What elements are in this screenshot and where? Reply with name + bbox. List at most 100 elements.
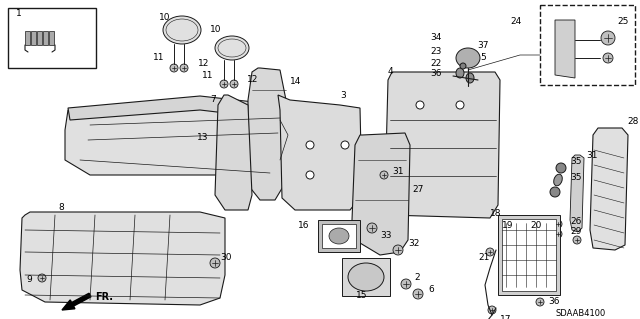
Text: 20: 20 xyxy=(530,221,541,231)
Bar xyxy=(540,5,635,85)
Polygon shape xyxy=(65,98,295,175)
Text: 19: 19 xyxy=(502,221,513,231)
Ellipse shape xyxy=(380,171,388,179)
Polygon shape xyxy=(278,95,362,210)
Ellipse shape xyxy=(306,141,314,149)
Text: 21: 21 xyxy=(478,254,490,263)
Ellipse shape xyxy=(393,245,403,255)
Text: 37: 37 xyxy=(477,41,488,49)
Ellipse shape xyxy=(554,174,563,186)
Text: 11: 11 xyxy=(153,54,164,63)
Text: FR.: FR. xyxy=(95,292,113,302)
Text: 35: 35 xyxy=(570,158,582,167)
Text: 10: 10 xyxy=(159,12,170,21)
Ellipse shape xyxy=(460,63,466,69)
Ellipse shape xyxy=(488,306,496,314)
Ellipse shape xyxy=(536,298,544,306)
Ellipse shape xyxy=(550,187,560,197)
Ellipse shape xyxy=(456,48,480,68)
Polygon shape xyxy=(49,31,54,45)
Text: 12: 12 xyxy=(198,58,209,68)
Text: 17: 17 xyxy=(500,315,511,319)
Text: 36: 36 xyxy=(430,70,442,78)
Ellipse shape xyxy=(341,141,349,149)
Text: 6: 6 xyxy=(428,286,434,294)
Text: 1: 1 xyxy=(16,10,22,19)
Bar xyxy=(318,220,360,252)
Ellipse shape xyxy=(554,230,562,238)
Text: 5: 5 xyxy=(480,54,486,63)
Text: 18: 18 xyxy=(490,209,502,218)
Text: 14: 14 xyxy=(290,78,301,86)
Polygon shape xyxy=(385,72,500,218)
Ellipse shape xyxy=(466,73,474,83)
Text: 3: 3 xyxy=(340,91,346,100)
Bar xyxy=(498,215,560,295)
Text: 2: 2 xyxy=(414,273,420,283)
Polygon shape xyxy=(590,128,628,250)
Text: 16: 16 xyxy=(298,220,310,229)
Ellipse shape xyxy=(603,53,613,63)
Ellipse shape xyxy=(456,68,464,78)
Ellipse shape xyxy=(210,258,220,268)
Text: 35: 35 xyxy=(570,173,582,182)
Ellipse shape xyxy=(306,171,314,179)
Bar xyxy=(342,258,390,296)
Ellipse shape xyxy=(230,80,238,88)
Polygon shape xyxy=(25,31,30,45)
Bar xyxy=(322,224,356,248)
Text: 34: 34 xyxy=(430,33,442,42)
Text: 30: 30 xyxy=(220,254,232,263)
Text: 15: 15 xyxy=(356,291,367,300)
Text: 28: 28 xyxy=(627,117,638,127)
Text: 22: 22 xyxy=(430,58,441,68)
Polygon shape xyxy=(68,96,290,120)
Ellipse shape xyxy=(329,228,349,244)
Polygon shape xyxy=(20,212,225,305)
Ellipse shape xyxy=(220,80,228,88)
Polygon shape xyxy=(215,95,252,210)
Ellipse shape xyxy=(401,279,411,289)
Text: 31: 31 xyxy=(392,167,403,176)
Text: 25: 25 xyxy=(617,18,628,26)
Polygon shape xyxy=(43,31,48,45)
Ellipse shape xyxy=(367,223,377,233)
Ellipse shape xyxy=(486,248,494,256)
Text: 10: 10 xyxy=(210,26,221,34)
Ellipse shape xyxy=(456,101,464,109)
Polygon shape xyxy=(570,155,584,232)
Polygon shape xyxy=(352,133,410,255)
Polygon shape xyxy=(248,68,286,200)
Text: 27: 27 xyxy=(412,186,424,195)
Text: 24: 24 xyxy=(510,18,521,26)
FancyArrow shape xyxy=(62,293,91,310)
Ellipse shape xyxy=(180,64,188,72)
Polygon shape xyxy=(31,31,36,45)
Text: 29: 29 xyxy=(570,227,581,236)
Ellipse shape xyxy=(601,31,615,45)
Text: 32: 32 xyxy=(408,240,419,249)
Polygon shape xyxy=(555,20,575,78)
Text: 7: 7 xyxy=(210,95,216,105)
Ellipse shape xyxy=(348,263,384,291)
Ellipse shape xyxy=(170,64,178,72)
Text: 4: 4 xyxy=(388,68,394,77)
Text: 8: 8 xyxy=(58,204,64,212)
Ellipse shape xyxy=(38,274,46,282)
Ellipse shape xyxy=(215,36,249,60)
Text: 12: 12 xyxy=(247,76,259,85)
Bar xyxy=(502,219,556,291)
Text: 11: 11 xyxy=(202,70,214,79)
Text: 13: 13 xyxy=(197,132,209,142)
Ellipse shape xyxy=(163,16,201,44)
Ellipse shape xyxy=(413,289,423,299)
Ellipse shape xyxy=(556,163,566,173)
Text: 36: 36 xyxy=(548,298,559,307)
Ellipse shape xyxy=(573,236,581,244)
Text: 23: 23 xyxy=(430,48,442,56)
Text: 31: 31 xyxy=(586,151,598,160)
Ellipse shape xyxy=(554,220,562,228)
Text: 9: 9 xyxy=(26,276,32,285)
Text: 26: 26 xyxy=(570,218,581,226)
Text: SDAAB4100: SDAAB4100 xyxy=(555,308,605,317)
